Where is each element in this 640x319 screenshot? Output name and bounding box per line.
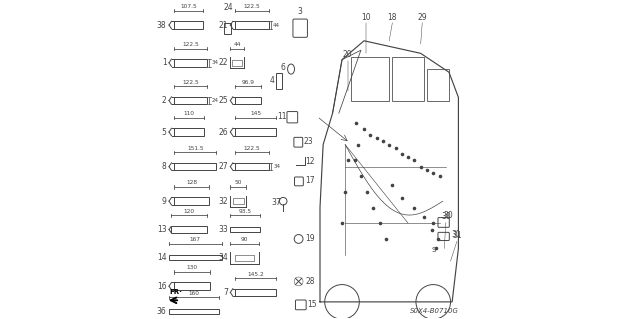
Text: 9: 9 xyxy=(162,197,166,206)
Text: 16: 16 xyxy=(157,282,166,291)
Bar xyxy=(174,163,216,170)
Text: 120: 120 xyxy=(183,209,195,214)
Text: 145: 145 xyxy=(250,111,261,116)
Bar xyxy=(236,21,269,29)
Text: 30: 30 xyxy=(441,212,451,221)
Bar xyxy=(230,227,260,232)
Text: 122.5: 122.5 xyxy=(182,80,199,85)
Text: 23: 23 xyxy=(303,137,313,146)
Text: 17: 17 xyxy=(305,176,315,185)
Text: 10: 10 xyxy=(361,13,371,22)
Bar xyxy=(225,23,231,34)
Text: 24: 24 xyxy=(212,98,219,103)
Text: 28: 28 xyxy=(305,277,315,286)
Bar xyxy=(427,69,449,100)
Text: 44: 44 xyxy=(234,42,241,47)
Text: 38: 38 xyxy=(157,20,166,30)
Bar xyxy=(174,97,207,104)
Text: 34: 34 xyxy=(212,60,219,65)
Text: 145.2: 145.2 xyxy=(247,272,264,277)
Text: 27: 27 xyxy=(218,162,228,171)
Text: 93.5: 93.5 xyxy=(239,209,252,214)
Text: 107.5: 107.5 xyxy=(180,4,196,9)
Text: 122.5: 122.5 xyxy=(244,146,260,151)
Bar xyxy=(235,255,255,261)
Text: 1: 1 xyxy=(162,58,166,67)
Text: 29: 29 xyxy=(417,13,427,22)
Text: 32: 32 xyxy=(218,197,228,206)
Text: 110: 110 xyxy=(183,111,195,116)
Bar xyxy=(233,198,244,204)
Text: 44: 44 xyxy=(273,23,280,27)
Text: 31: 31 xyxy=(452,231,461,240)
Text: 167: 167 xyxy=(190,237,201,242)
Text: 7: 7 xyxy=(223,288,228,297)
Bar xyxy=(174,197,209,205)
Text: 30: 30 xyxy=(444,211,453,220)
Text: 14: 14 xyxy=(157,253,166,262)
Bar xyxy=(171,226,207,233)
Text: 4: 4 xyxy=(270,76,275,85)
Text: 8: 8 xyxy=(162,162,166,171)
Text: 36: 36 xyxy=(157,307,166,316)
Text: 15: 15 xyxy=(307,300,317,309)
Text: 12: 12 xyxy=(305,157,315,167)
Text: 33: 33 xyxy=(218,225,228,234)
Text: S0X4-B0710G: S0X4-B0710G xyxy=(410,308,460,315)
Bar xyxy=(174,21,203,29)
Text: 122.5: 122.5 xyxy=(182,42,199,47)
Bar xyxy=(169,309,220,314)
Text: 122.5: 122.5 xyxy=(244,4,260,9)
Text: 21: 21 xyxy=(218,20,228,30)
Text: 20: 20 xyxy=(343,50,353,59)
Bar xyxy=(232,60,242,66)
Bar xyxy=(392,56,424,100)
Text: 128: 128 xyxy=(186,181,197,185)
Bar xyxy=(236,128,276,136)
Bar xyxy=(236,163,269,170)
Text: 2: 2 xyxy=(162,96,166,105)
Bar xyxy=(276,73,282,89)
Text: 90: 90 xyxy=(241,237,248,242)
Text: 160: 160 xyxy=(189,291,200,296)
Text: 3: 3 xyxy=(298,7,302,16)
Text: 37: 37 xyxy=(271,198,281,207)
Text: 34: 34 xyxy=(273,164,280,169)
Text: 130: 130 xyxy=(186,265,198,271)
Text: 11: 11 xyxy=(277,112,286,121)
Bar xyxy=(236,97,261,104)
Text: 96.9: 96.9 xyxy=(242,80,255,85)
Text: FR·: FR· xyxy=(170,289,182,295)
Text: 19: 19 xyxy=(305,234,315,243)
Text: S: S xyxy=(431,247,435,253)
Text: 13: 13 xyxy=(157,225,166,234)
Bar xyxy=(169,256,221,260)
Text: 5: 5 xyxy=(162,128,166,137)
Text: 34: 34 xyxy=(218,253,228,262)
Text: 26: 26 xyxy=(218,128,228,137)
Text: 18: 18 xyxy=(388,13,397,22)
Text: 24: 24 xyxy=(223,4,232,12)
Text: 50: 50 xyxy=(234,181,242,185)
Text: 25: 25 xyxy=(218,96,228,105)
Text: 6: 6 xyxy=(280,63,285,72)
Text: 22: 22 xyxy=(218,58,228,67)
Bar xyxy=(174,282,210,290)
Text: 151.5: 151.5 xyxy=(187,146,204,151)
Text: 31: 31 xyxy=(451,230,461,239)
Bar xyxy=(351,56,389,100)
Bar xyxy=(236,289,276,296)
Bar xyxy=(174,128,204,136)
Bar xyxy=(174,59,207,67)
